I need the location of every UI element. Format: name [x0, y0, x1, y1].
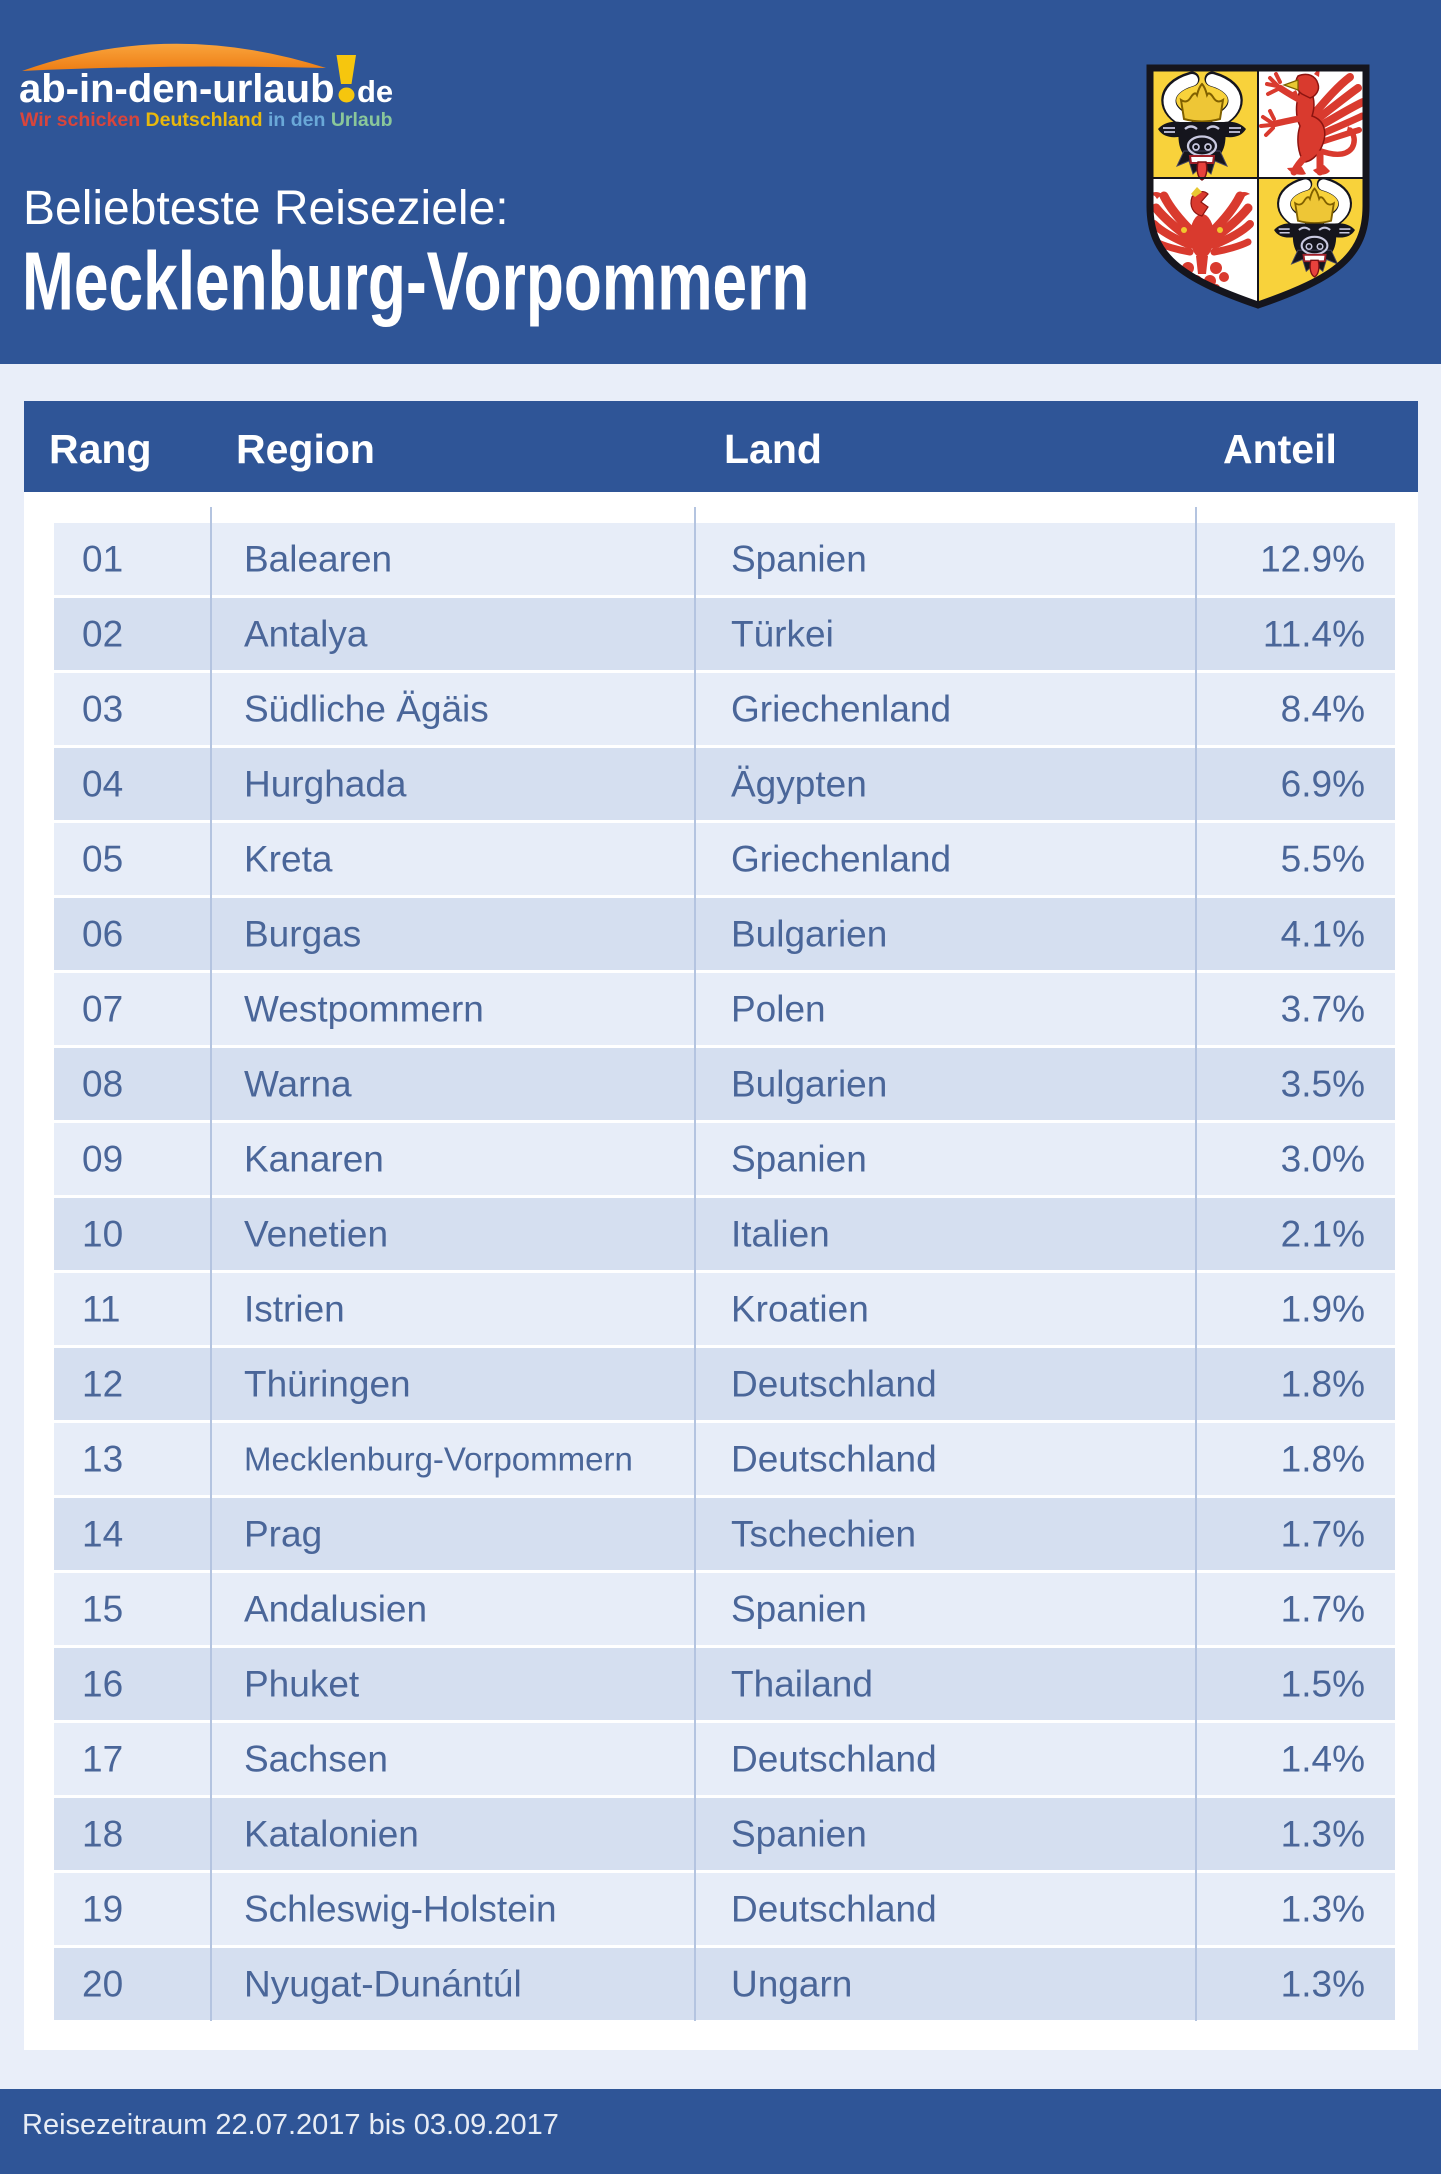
svg-text:Wir schicken Deutschland in de: Wir schicken Deutschland in den Urlaub — [20, 109, 393, 131]
svg-text:Mecklenburg-Vorpommern: Mecklenburg-Vorpommern — [22, 235, 809, 328]
svg-text:de: de — [357, 74, 393, 109]
svg-text:ab-in-den-urlaub: ab-in-den-urlaub — [19, 67, 335, 111]
svg-text:Beliebteste Reiseziele:: Beliebteste Reiseziele: — [23, 182, 509, 235]
